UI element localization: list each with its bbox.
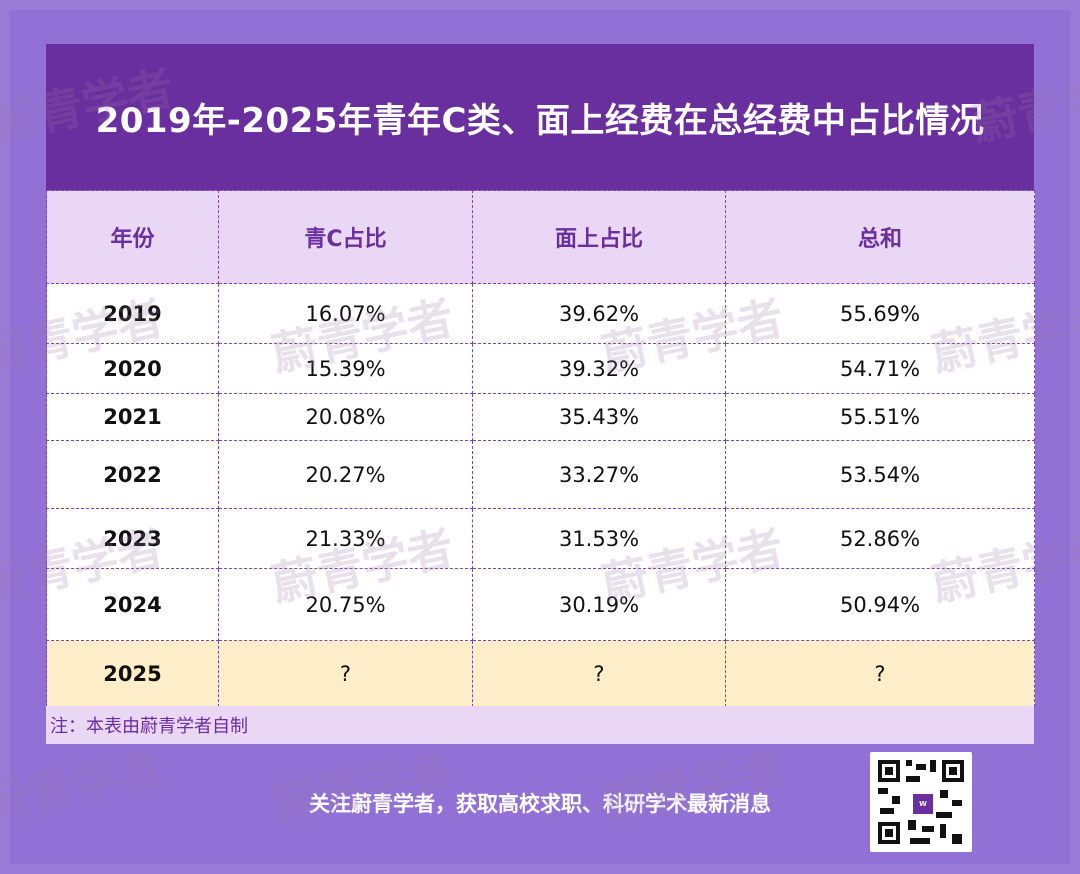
cell-year: 2024 [46,568,219,641]
cell-total: 53.54% [725,440,1035,509]
table-row: 2019 16.07% 39.62% 55.69% [46,283,1035,344]
cell-qingc: 15.39% [218,343,473,394]
cell-year: 2025 [46,640,219,707]
cell-year: 2020 [46,343,219,394]
cell-mianshang: 39.62% [472,283,726,344]
qr-logo-icon: W [911,792,935,816]
header-mianshang-ratio: 面上占比 [472,190,726,284]
header-year: 年份 [46,190,219,284]
cell-year: 2023 [46,508,219,569]
cell-year: 2022 [46,440,219,509]
data-table: 年份 青C占比 面上占比 总和 2019 16.07% 39.62% 55.69… [46,190,1035,707]
cell-total: 55.51% [725,393,1035,441]
table-header-row: 年份 青C占比 面上占比 总和 [46,190,1035,284]
cell-mianshang: ? [472,640,726,707]
cell-year: 2021 [46,393,219,441]
cell-mianshang: 33.27% [472,440,726,509]
cell-year: 2019 [46,283,219,344]
cell-mianshang: 30.19% [472,568,726,641]
cell-mianshang: 39.32% [472,343,726,394]
table-row: 2020 15.39% 39.32% 54.71% [46,343,1035,394]
cell-qingc: 20.08% [218,393,473,441]
cell-total: 52.86% [725,508,1035,569]
cell-total: 50.94% [725,568,1035,641]
cell-qingc: 21.33% [218,508,473,569]
table-row: 2022 20.27% 33.27% 53.54% [46,440,1035,509]
cell-qingc: 20.75% [218,568,473,641]
table-note: 注：本表由蔚青学者自制 [46,706,1034,744]
page-title: 2019年-2025年青年C类、面上经费在总经费中占比情况 [95,100,985,141]
table-row: 2023 21.33% 31.53% 52.86% [46,508,1035,569]
table-row: 2021 20.08% 35.43% 55.51% [46,393,1035,441]
footer-slogan: 关注蔚青学者，获取高校求职、科研学术最新消息 [309,792,771,816]
cell-mianshang: 35.43% [472,393,726,441]
cell-total: 55.69% [725,283,1035,344]
table-row: 2024 20.75% 30.19% 50.94% [46,568,1035,641]
qr-code-icon: W [870,752,972,852]
header-qingc-ratio: 青C占比 [218,190,473,284]
cell-total: 54.71% [725,343,1035,394]
cell-qingc: ? [218,640,473,707]
data-table-container: 年份 青C占比 面上占比 总和 2019 16.07% 39.62% 55.69… [46,190,1035,707]
cell-qingc: 16.07% [218,283,473,344]
cell-mianshang: 31.53% [472,508,726,569]
cell-total: ? [725,640,1035,707]
cell-qingc: 20.27% [218,440,473,509]
header-total: 总和 [725,190,1035,284]
title-bar: 2019年-2025年青年C类、面上经费在总经费中占比情况 [46,44,1034,190]
table-row-highlight: 2025 ? ? ? [46,640,1035,707]
